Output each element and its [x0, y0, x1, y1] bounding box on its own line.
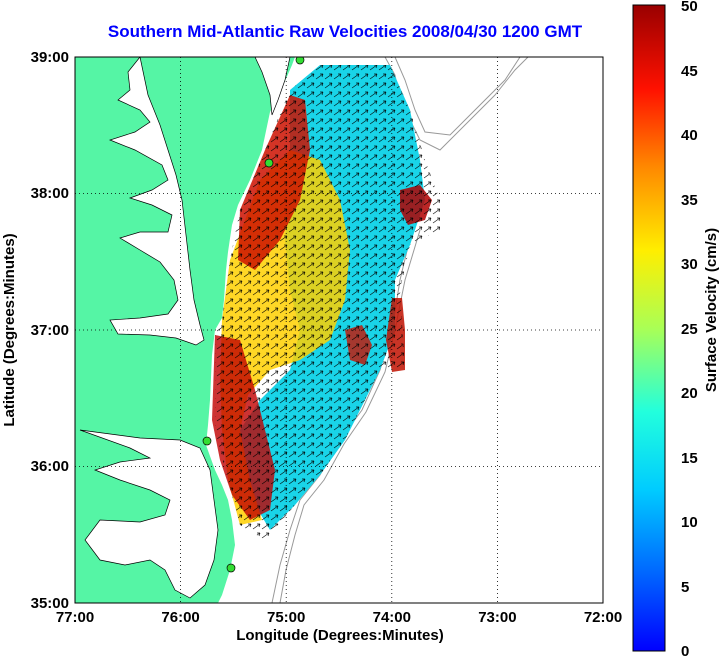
colorbar-tick-label: 45	[681, 63, 698, 80]
x-axis-label: Longitude (Degrees:Minutes)	[236, 627, 444, 644]
colorbar-tick-label: 15	[681, 450, 698, 467]
colorbar-tick-label: 0	[681, 643, 689, 659]
x-axis-ticks: 77:00 76:00 75:00 74:00 73:00 72:00	[56, 609, 622, 626]
x-tick-label: 77:00	[56, 609, 94, 626]
radar-station	[295, 57, 305, 65]
radar-station	[226, 563, 236, 573]
colorbar-tick-label: 10	[681, 514, 698, 531]
colorbar	[632, 4, 666, 652]
y-tick-label: 35:00	[31, 595, 69, 612]
delaware-bay	[254, 57, 291, 116]
velocity-vectors	[215, 65, 440, 540]
colorbar-tick-label: 50	[681, 0, 698, 15]
colorbar-label: Surface Velocity (cm/s)	[703, 228, 720, 392]
radar-station	[264, 158, 274, 168]
y-tick-label: 36:00	[31, 458, 69, 475]
colorbar-tick-label: 35	[681, 192, 698, 209]
x-tick-label: 72:00	[584, 609, 622, 626]
y-axis-ticks: 39:00 38:00 37:00 36:00 35:00	[31, 49, 69, 612]
colorbar-tick-label: 25	[681, 321, 698, 338]
radar-station	[202, 436, 212, 446]
colorbar-tick-label: 30	[681, 256, 698, 273]
colorbar-ticks: 50 45 40 35 30 25 20 15 10 5 0	[681, 0, 698, 659]
y-axis-label: Latitude (Degrees:Minutes)	[1, 233, 18, 426]
x-tick-label: 75:00	[267, 609, 305, 626]
x-tick-label: 73:00	[478, 609, 516, 626]
colorbar-tick-label: 20	[681, 385, 698, 402]
x-tick-label: 76:00	[161, 609, 199, 626]
y-tick-label: 38:00	[31, 185, 69, 202]
y-tick-label: 39:00	[31, 49, 69, 66]
gridlines	[75, 57, 603, 603]
y-tick-label: 37:00	[31, 322, 69, 339]
colorbar-tick-label: 40	[681, 127, 698, 144]
pamlico-sound	[79, 429, 219, 599]
colorbar-tick-label: 5	[681, 579, 689, 596]
chart-title: Southern Mid-Atlantic Raw Velocities 200…	[107, 22, 583, 41]
x-tick-label: 74:00	[373, 609, 411, 626]
